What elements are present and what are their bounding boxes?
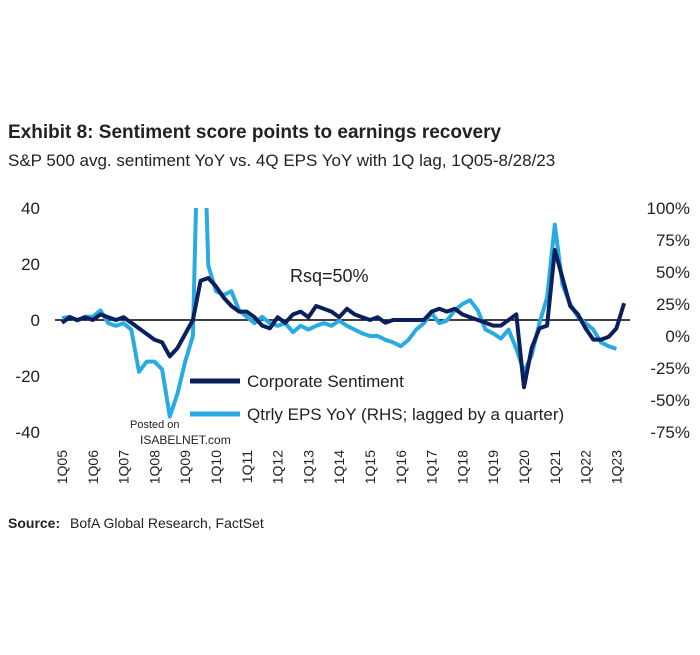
watermark: ISABELNET.com (140, 433, 231, 447)
y2-tick-label: 50% (656, 263, 690, 282)
watermark: Posted on (130, 419, 180, 431)
x-tick-label: 1Q11 (239, 450, 255, 483)
y-tick-label: 20 (21, 255, 40, 274)
x-tick-label: 1Q18 (454, 450, 470, 484)
x-tick-label: 1Q17 (424, 450, 440, 484)
x-tick-label: 1Q19 (485, 450, 501, 484)
x-tick-label: 1Q10 (208, 450, 224, 484)
source-label: Source: (8, 515, 60, 531)
x-tick-label: 1Q09 (177, 450, 193, 484)
y-tick-label: -40 (15, 423, 40, 442)
series-line (60, 248, 627, 390)
y2-tick-label: 25% (656, 295, 690, 314)
x-tick-label: 1Q23 (608, 450, 624, 484)
chart-subtitle: S&P 500 avg. sentiment YoY vs. 4Q EPS Yo… (8, 151, 555, 170)
y2-tick-label: -50% (650, 391, 690, 410)
x-tick-label: 1Q14 (331, 450, 347, 484)
x-tick-label: 1Q21 (547, 450, 563, 484)
legend-label: Corporate Sentiment (247, 372, 404, 391)
y2-tick-label: 0% (665, 327, 690, 346)
x-tick-label: 1Q13 (300, 450, 316, 484)
y-tick-label: 0 (31, 311, 40, 330)
y2-tick-label: 75% (656, 231, 690, 250)
y2-tick-label: -75% (650, 423, 690, 442)
y-tick-label: 40 (21, 199, 40, 218)
x-tick-label: 1Q08 (146, 450, 162, 484)
y2-tick-label: 100% (647, 199, 690, 218)
x-tick-label: 1Q16 (393, 450, 409, 484)
series-line (61, 208, 618, 419)
annotation: Rsq=50% (290, 266, 369, 286)
x-tick-label: 1Q07 (116, 450, 132, 484)
x-tick-label: 1Q05 (54, 450, 70, 484)
x-tick-label: 1Q20 (516, 450, 532, 484)
chart-title: Exhibit 8: Sentiment score points to ear… (8, 122, 502, 143)
x-tick-label: 1Q06 (85, 450, 101, 484)
y2-tick-label: -25% (650, 359, 690, 378)
plot-area (60, 208, 627, 419)
x-tick-label: 1Q15 (362, 450, 378, 484)
y-tick-label: -20 (15, 367, 40, 386)
x-tick-label: 1Q22 (578, 450, 594, 484)
x-tick-label: 1Q12 (270, 450, 286, 484)
source: BofA Global Research, FactSet (70, 515, 264, 531)
legend-label: Qtrly EPS YoY (RHS; lagged by a quarter) (247, 405, 564, 424)
